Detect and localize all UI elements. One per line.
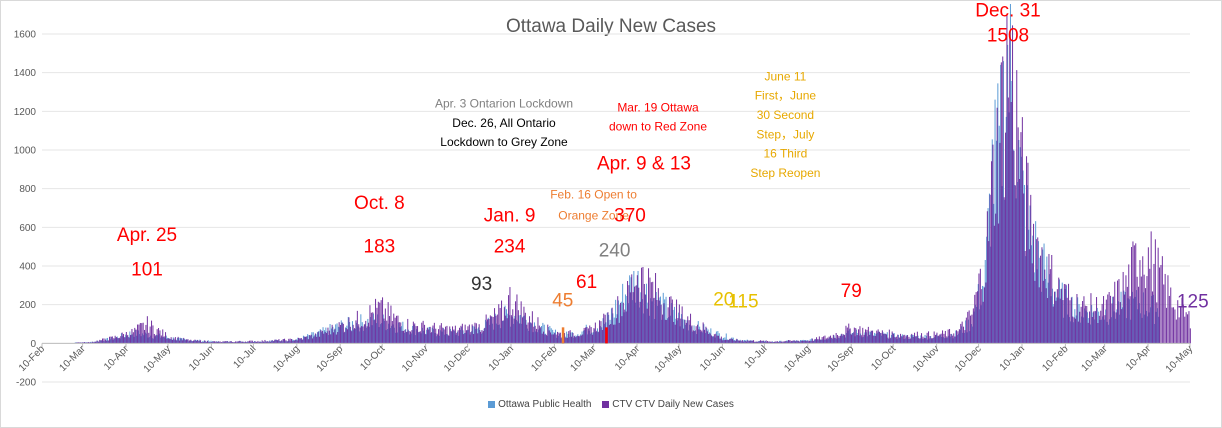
annotation-label: 234 [494,236,526,257]
annotation-label: 115 [728,292,758,313]
annotation-label: Apr. 3 Ontarion Lockdown [435,96,573,110]
event-marker [561,327,565,344]
annotation-label: 370 [614,206,646,227]
series-ottawa-public-health [74,4,1160,344]
annotation-label: 45 [552,291,573,312]
annotation-label: First，June [755,89,817,103]
annotation-label: Step，July [756,127,814,141]
legend: Ottawa Public Health CTV CTV Daily New C… [0,399,1222,410]
annotation-label: 61 [576,272,597,293]
legend-swatch [602,400,610,408]
y-tick-label: 400 [19,262,36,273]
y-tick-label: 0 [30,339,36,350]
annotation-label: 125 [1177,292,1209,313]
annotation-label: 16 Third [763,147,807,161]
annotation-label: 240 [599,240,631,261]
annotation-label: Apr. 9 & 13 [597,153,691,174]
annotation-label: June 11 [764,69,806,83]
annotation-label: Oct. 8 [354,193,405,214]
annotation-label: down to Red Zone [609,120,707,134]
annotation-label: Orange Zone [558,209,629,223]
y-tick-label: 1000 [14,146,37,157]
annotation-label: 20 [713,290,734,311]
y-tick-label: 1600 [14,30,37,41]
y-axis-ticks: -200 0 200 400 600 800 1000 1200 1400 1600 [14,30,37,389]
annotation-label: 1508 [987,26,1029,47]
annotation-label: 101 [131,260,163,281]
legend-item-ottawa-public-health: Ottawa Public Health [488,399,591,410]
y-tick-label: 800 [19,184,36,195]
annotation-label: Dec. 31 [975,1,1040,22]
legend-label: CTV CTV Daily New Cases [612,399,734,410]
annotation-label: Feb. 16 Open to [550,187,637,201]
y-tick-label: 1200 [14,107,37,118]
annotations: Apr. 25 101 Oct. 8 183 93 Apr. 3 Ontarion Loc… [117,1,1209,344]
annotation-label: Step Reopen [750,166,820,180]
series-ctv-daily-new-cases [75,13,1191,344]
annotation-label: 93 [471,274,492,295]
annotation-label: 30 Second [757,108,814,122]
annotation-label: 183 [364,236,396,257]
annotation-label: Jan. 9 [484,206,536,227]
annotation-label: Dec. 26, All Ontario [452,116,556,130]
annotation-label: Apr. 25 [117,225,177,246]
legend-item-ctv-daily-new-cases: CTV CTV Daily New Cases [602,399,734,410]
legend-label: Ottawa Public Health [498,399,592,410]
y-tick-label: 200 [19,300,36,311]
y-tick-label: -200 [16,378,36,389]
legend-swatch [488,400,496,408]
y-tick-label: 600 [19,223,36,234]
chart-title: Ottawa Daily New Cases [506,16,716,37]
annotation-label: Mar. 19 Ottawa [617,100,699,114]
event-marker [605,327,608,344]
annotation-label: 79 [841,281,862,302]
annotation-label: Lockdown to Grey Zone [440,135,568,149]
y-tick-label: 1400 [14,68,37,79]
